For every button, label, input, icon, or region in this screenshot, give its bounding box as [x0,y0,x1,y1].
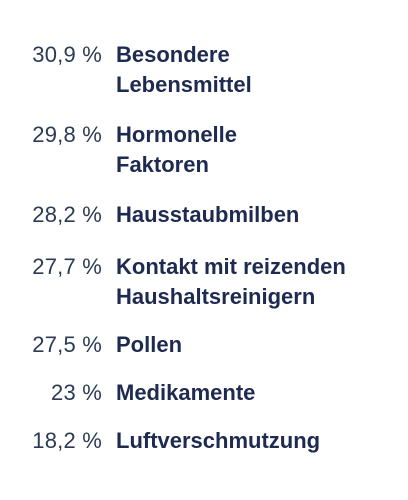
percent-value: 23 % [51,380,102,405]
percent-value: 18,2 % [32,428,102,453]
percent-value: 27,5 % [32,332,102,357]
percent-value: 29,8 % [32,122,102,147]
category-label: Kontakt mit reizenden Haushaltsreinigern [116,254,346,309]
category-label: Hausstaubmilben [116,202,300,227]
percent-value: 28,2 % [32,202,102,227]
category-label: Hormonelle Faktoren [116,122,238,177]
category-label: Pollen [116,332,183,357]
category-label: Besondere Lebensmittel [116,42,252,97]
category-label: Medikamente [116,380,256,405]
percent-value: 27,7 % [32,254,102,279]
percent-value: 30,9 % [32,42,102,67]
category-label: Luftverschmutzung [116,428,321,453]
